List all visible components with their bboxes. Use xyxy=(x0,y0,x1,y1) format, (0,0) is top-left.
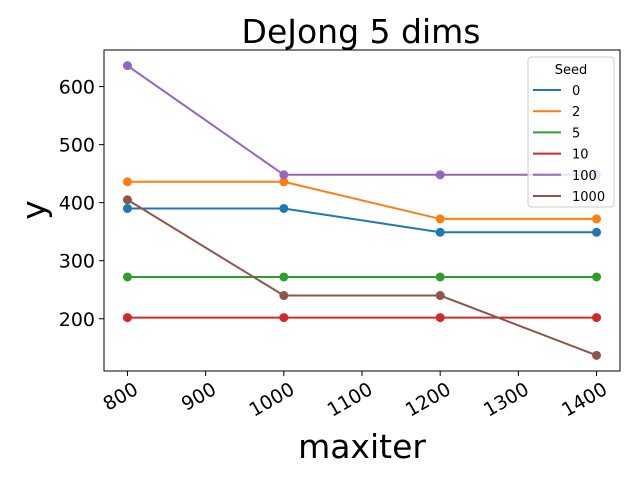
legend-entry-2: 2 xyxy=(533,105,580,120)
y-axis: 200 300 400 500 600 xyxy=(59,77,104,331)
series-100-line xyxy=(126,64,597,176)
series-2 xyxy=(122,177,602,224)
legend-entry-100: 100 xyxy=(533,169,597,184)
series-2-point xyxy=(435,214,445,224)
series-100-point xyxy=(435,170,445,180)
x-tick-label: 900 xyxy=(178,378,220,415)
x-tick-label: 1100 xyxy=(324,378,377,421)
series-layer xyxy=(122,61,602,360)
series-2-point xyxy=(279,177,289,187)
legend-box xyxy=(527,56,615,208)
series-1000-point xyxy=(279,291,289,301)
legend-entry-5: 5 xyxy=(533,126,580,141)
legend-label: 5 xyxy=(572,126,580,141)
series-5 xyxy=(122,272,602,282)
x-tick-label: 800 xyxy=(100,378,142,415)
y-tick-label: 500 xyxy=(59,135,95,157)
series-1000-line xyxy=(126,198,597,357)
series-0-point xyxy=(122,203,132,213)
legend-entry-10: 10 xyxy=(533,148,589,163)
series-100-point xyxy=(122,61,132,71)
legend-label: 0 xyxy=(572,84,580,99)
series-10-point xyxy=(122,313,132,323)
x-axis: 800 900 1000 1100 1200 1300 1400 xyxy=(100,371,611,422)
legend-title: Seed xyxy=(555,63,588,78)
series-0 xyxy=(122,203,602,237)
series-10-point xyxy=(279,313,289,323)
series-5-point xyxy=(592,272,602,282)
y-tick-label: 300 xyxy=(59,251,95,273)
series-5-point xyxy=(435,272,445,282)
legend: Seed 0 2 5 10 100 1000 xyxy=(527,56,615,208)
series-2-point xyxy=(122,177,132,187)
series-100-point xyxy=(279,170,289,180)
legend-entry-0: 0 xyxy=(533,84,580,99)
legend-label: 10 xyxy=(572,148,589,163)
legend-label: 2 xyxy=(572,105,580,120)
y-axis-label: y xyxy=(14,200,53,220)
series-0-point xyxy=(592,227,602,237)
series-2-point xyxy=(592,214,602,224)
series-0-point xyxy=(279,203,289,213)
legend-entry-1000: 1000 xyxy=(533,190,605,205)
y-tick-label: 200 xyxy=(59,309,95,331)
series-10-point xyxy=(592,313,602,323)
chart-title: DeJong 5 dims xyxy=(242,12,481,51)
x-tick-label: 1300 xyxy=(480,378,533,421)
x-tick-label: 1400 xyxy=(558,378,611,421)
series-1000-point xyxy=(122,195,132,205)
series-1000-point xyxy=(435,291,445,301)
y-tick-label: 600 xyxy=(59,77,95,99)
series-10 xyxy=(122,313,602,323)
x-tick-label: 1000 xyxy=(245,378,298,421)
legend-label: 100 xyxy=(572,169,597,184)
series-0-line xyxy=(127,207,597,234)
series-5-point xyxy=(279,272,289,282)
x-axis-label: maxiter xyxy=(298,427,426,466)
series-1000 xyxy=(122,195,602,360)
legend-label: 1000 xyxy=(572,190,605,205)
series-5-point xyxy=(122,272,132,282)
series-1000-point xyxy=(592,350,602,360)
y-tick-label: 400 xyxy=(59,193,95,215)
series-2-line xyxy=(127,180,597,220)
x-tick-label: 1200 xyxy=(402,378,455,421)
series-0-point xyxy=(435,227,445,237)
series-10-point xyxy=(435,313,445,323)
